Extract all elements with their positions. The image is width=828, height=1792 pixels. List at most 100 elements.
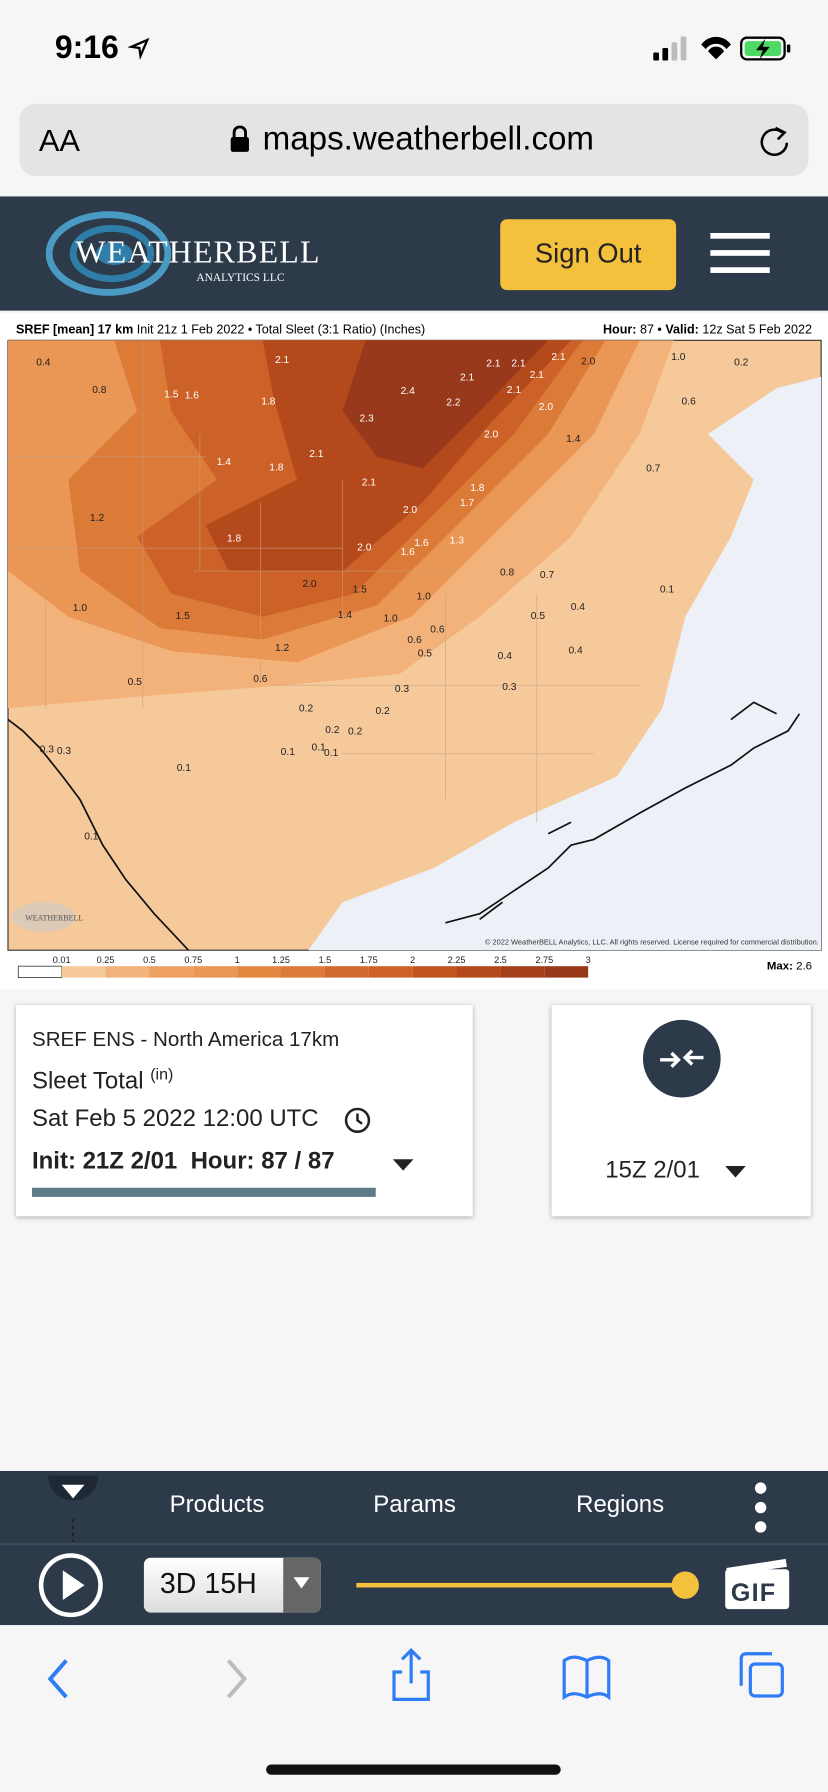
gif-label[interactable]: GIF bbox=[730, 1578, 777, 1607]
map-value-label: 0.8 bbox=[92, 385, 107, 396]
map-value-label: 2.1 bbox=[309, 449, 324, 460]
progress-bar bbox=[31, 1187, 376, 1197]
compare-button[interactable] bbox=[640, 1016, 725, 1101]
colorbar-segment bbox=[368, 966, 413, 978]
map-value-label: 0.5 bbox=[128, 677, 143, 688]
map-value-label: 0.3 bbox=[502, 682, 517, 693]
map-value-label: 0.2 bbox=[299, 704, 314, 715]
map-value-label: 0.2 bbox=[348, 726, 363, 737]
map-watermark: WEATHERBELL bbox=[25, 913, 84, 923]
map-value-label: 0.2 bbox=[325, 725, 340, 736]
dropdown-arrow[interactable] bbox=[392, 1158, 415, 1172]
map-value-label: 1.2 bbox=[275, 643, 290, 654]
menu-item[interactable]: Products bbox=[169, 1491, 265, 1518]
share-button[interactable] bbox=[392, 1648, 430, 1701]
max: Max: 2.6 bbox=[767, 960, 812, 973]
bookmarks-button[interactable] bbox=[562, 1655, 611, 1701]
logo[interactable]: WEATHERBELL bbox=[75, 235, 321, 271]
copyright: © 2022 WeatherBELL Analytics, LLC. All r… bbox=[484, 938, 819, 947]
valid-label: Valid: bbox=[665, 323, 699, 337]
colorbar-segment bbox=[500, 966, 545, 978]
collapse-button[interactable] bbox=[46, 1473, 101, 1542]
map-value-label: 0.2 bbox=[734, 357, 749, 368]
init-hour[interactable]: Init: 21Z 2/01 Hour: 87 / 87 bbox=[31, 1147, 335, 1175]
map-value-label: 2.0 bbox=[403, 505, 418, 516]
map-value-label: 1.8 bbox=[227, 533, 242, 544]
time-step: 3D 15H bbox=[159, 1568, 257, 1601]
map-value-label: 0.6 bbox=[253, 674, 268, 685]
logo-subtitle: ANALYTICS LLC bbox=[196, 271, 285, 285]
map-value-label: 1.5 bbox=[353, 585, 368, 596]
colorbar-segment bbox=[105, 966, 150, 978]
map: 0.4 0.8 1.5 1.6 2.1 1.8 2.4 2.2 2.3 2.1 2.1 2.1 2.1 2… bbox=[7, 339, 822, 979]
time-slider[interactable] bbox=[352, 1569, 704, 1601]
forward-button[interactable] bbox=[226, 1659, 248, 1699]
colorbar-segment bbox=[544, 966, 589, 978]
menu-item[interactable]: Params bbox=[373, 1491, 456, 1518]
compare-run[interactable]: 15Z 2/01 bbox=[605, 1156, 700, 1184]
more-button[interactable] bbox=[749, 1480, 772, 1535]
parameter: Sleet Total (in) bbox=[32, 1064, 173, 1095]
map-value-label: 0.5 bbox=[531, 611, 546, 622]
colorbar-tick-label: 0.75 bbox=[184, 955, 202, 965]
clock: 9:16 bbox=[54, 29, 119, 66]
map-value-label: 0.6 bbox=[682, 396, 697, 407]
colorbar-segment bbox=[149, 966, 194, 978]
reload-button[interactable] bbox=[757, 123, 791, 160]
toolbar bbox=[0, 1470, 828, 1626]
clock-icon[interactable] bbox=[343, 1106, 373, 1136]
map-value-label: 0.4 bbox=[36, 357, 51, 368]
colorbar-segment bbox=[193, 966, 238, 978]
colorbar-tick-label: 1.5 bbox=[319, 955, 332, 965]
map-value-label: 0.6 bbox=[407, 635, 422, 646]
menu-row: Products Params Regions bbox=[0, 1492, 828, 1526]
map-value-label: 0.4 bbox=[498, 651, 513, 662]
colorbar-segment bbox=[456, 966, 501, 978]
map-value-label: 1.0 bbox=[383, 613, 398, 624]
text-size-button[interactable]: AA bbox=[38, 123, 80, 158]
map-title: SREF [mean] 17 km Init 21z 1 Feb 2022 • … bbox=[16, 323, 425, 337]
gif-icon[interactable] bbox=[724, 1558, 790, 1611]
map-value-label: 2.0 bbox=[581, 356, 596, 367]
valid: 12z Sat 5 Feb 2022 bbox=[702, 323, 813, 337]
colorbar-segment bbox=[61, 966, 106, 978]
map-value-label: 2.1 bbox=[460, 372, 475, 383]
colorbar-tick-label: 2.75 bbox=[535, 955, 553, 965]
map-value-label: 2.1 bbox=[362, 477, 377, 488]
max-value: 2.6 bbox=[796, 960, 813, 974]
map-description: Init 21z 1 Feb 2022 • Total Sleet (3:1 R… bbox=[136, 323, 426, 337]
map-value-label: 1.7 bbox=[460, 498, 475, 509]
map-value-label: 1.4 bbox=[338, 610, 353, 621]
url: maps.weatherbell.com bbox=[262, 121, 595, 158]
map-value-label: 0.6 bbox=[430, 625, 445, 636]
map-value-label: 1.0 bbox=[73, 603, 88, 614]
map-value-label: 1.6 bbox=[414, 538, 429, 549]
map-value-label: 0.3 bbox=[40, 745, 55, 756]
menu-item[interactable]: Regions bbox=[576, 1491, 665, 1518]
map-value-label: 2.1 bbox=[511, 359, 526, 370]
map-value-label: 0.4 bbox=[571, 602, 586, 613]
tabs-button[interactable] bbox=[739, 1652, 784, 1698]
dropdown-arrow[interactable] bbox=[724, 1165, 747, 1179]
map-value-label: 1.8 bbox=[470, 483, 485, 494]
logo-swirl bbox=[45, 211, 172, 296]
map-value-label: 2.2 bbox=[446, 397, 461, 408]
colorbar-base bbox=[17, 965, 63, 979]
sign-out-button[interactable]: Sign Out bbox=[500, 219, 677, 291]
map-value-label: 0.1 bbox=[84, 831, 99, 842]
dropdown-arrow bbox=[293, 1577, 310, 1589]
colorbar-tick-label: 0.01 bbox=[53, 955, 71, 965]
menu-button[interactable] bbox=[708, 228, 772, 278]
map-value-label: 0.3 bbox=[57, 746, 72, 757]
map-value-label: 0.1 bbox=[324, 748, 339, 759]
back-button[interactable] bbox=[47, 1659, 68, 1699]
map-value-label: 2.0 bbox=[357, 542, 372, 553]
colorbar-tick-label: 2.25 bbox=[448, 955, 466, 965]
address-bar[interactable] bbox=[19, 103, 809, 176]
colorbar-tick-label: 2.5 bbox=[494, 955, 507, 965]
play-button[interactable] bbox=[37, 1551, 106, 1620]
lock-icon bbox=[230, 125, 249, 152]
colorbar-tick-label: 0.25 bbox=[97, 955, 115, 965]
status-icons bbox=[653, 36, 791, 61]
